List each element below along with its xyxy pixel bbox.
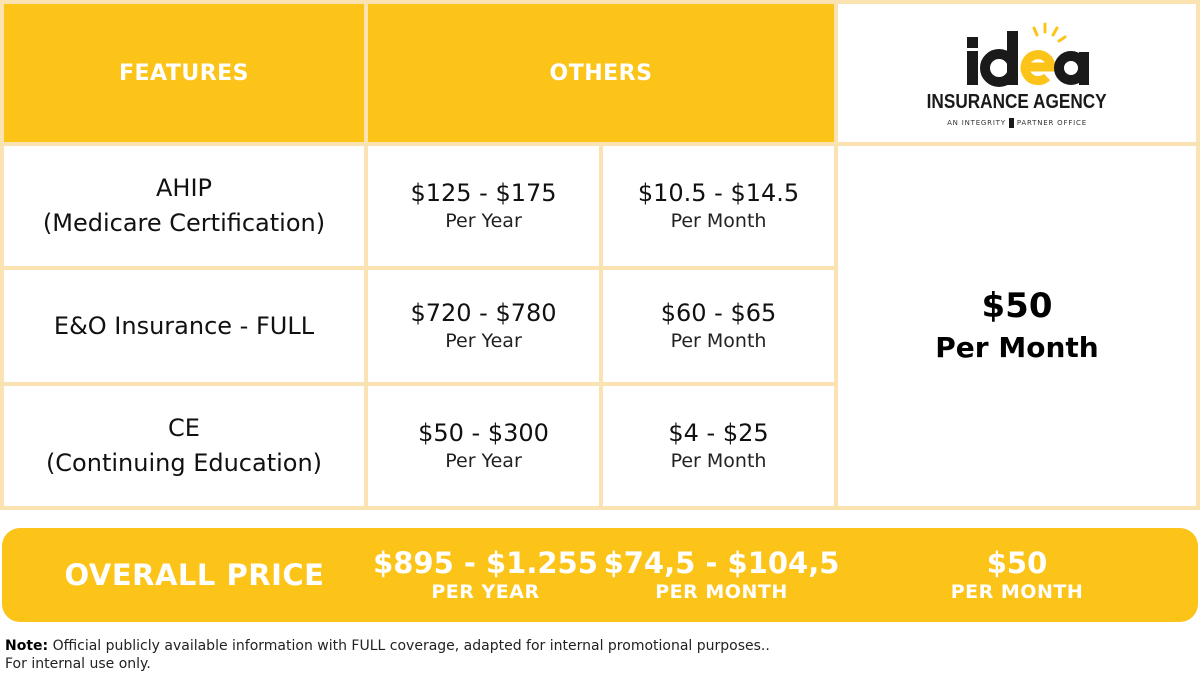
logo-tagline: AN INTEGRITY PARTNER OFFICE [947,117,1087,128]
monthly-price: $10.5 - $14.5 [637,179,800,207]
comparison-table: FEATURES OTHERS [0,0,1200,510]
footnote-line-2: For internal use only. [5,656,151,672]
yearly-price-cell-eo-insurance: $720 - $780 Per Year [368,270,599,382]
footnote-label: Note: [5,638,49,654]
feature-cell-eo-insurance: E&O Insurance - FULL [4,270,364,382]
overall-monthly-total: $74,5 - $104,5 PER MONTH [603,528,840,622]
yearly-price-cell-ahip: $125 - $175 Per Year [368,146,599,266]
logo-tagline-left: AN INTEGRITY [947,118,1006,127]
yearly-unit: Per Year [445,210,522,232]
idea-offer-price: $50 [981,286,1053,326]
monthly-price-cell-eo-insurance: $60 - $65 Per Month [603,270,834,382]
feature-title: CE [168,414,200,442]
feature-subtitle: (Medicare Certification) [42,209,326,237]
monthly-unit: Per Month [670,450,767,472]
overall-yearly-total: $895 - $1.255 PER YEAR [370,528,601,622]
logo-tagline-right: PARTNER OFFICE [1016,118,1087,127]
footnote: Note: Official publicly available inform… [5,637,1005,673]
feature-title: AHIP [155,174,212,202]
yearly-price: $125 - $175 [410,179,557,207]
yearly-price: $720 - $780 [410,299,557,327]
logo-cell: INSURANCE AGENCY AN INTEGRITY PARTNER OF… [838,4,1196,142]
idea-offer-cell: $50 Per Month [838,146,1196,506]
logo-agency-name: INSURANCE AGENCY [927,90,1107,113]
others-header-label: OTHERS [549,60,653,86]
others-header-cell: OTHERS [368,4,834,142]
yearly-price-cell-ce: $50 - $300 Per Year [368,386,599,506]
monthly-price-cell-ce: $4 - $25 Per Month [603,386,834,506]
yearly-unit: Per Year [445,330,522,352]
feature-title: E&O Insurance - FULL [53,311,315,340]
idea-offer-unit: Per Month [935,331,1099,364]
monthly-unit: Per Month [670,330,767,352]
overall-yearly-unit: PER YEAR [431,581,540,603]
feature-cell-ahip: AHIP (Medicare Certification) [4,146,364,266]
overall-price-label: OVERALL PRICE [64,558,325,592]
feature-cell-ce: CE (Continuing Education) [4,386,364,506]
yearly-unit: Per Year [445,450,522,472]
monthly-price: $60 - $65 [660,299,777,327]
overall-idea-total: $50 PER MONTH [838,528,1196,622]
yearly-price: $50 - $300 [418,419,549,447]
overall-monthly-price: $74,5 - $104,5 [603,546,840,580]
overall-idea-price: $50 [986,546,1048,580]
monthly-price-cell-ahip: $10.5 - $14.5 Per Month [603,146,834,266]
integrity-mark-icon [1008,117,1014,128]
idea-wordmark-icon [967,22,1089,87]
features-header-cell: FEATURES [4,4,364,142]
features-header-label: FEATURES [118,60,250,86]
overall-price-bar: OVERALL PRICE $895 - $1.255 PER YEAR $74… [2,528,1198,622]
overall-yearly-price: $895 - $1.255 [373,546,598,580]
overall-monthly-unit: PER MONTH [655,581,788,603]
footnote-text: Official publicly available information … [48,638,770,654]
footnote-line-1: Note: Official publicly available inform… [5,637,1005,655]
idea-insurance-agency-logo: INSURANCE AGENCY AN INTEGRITY PARTNER OF… [912,19,1121,128]
monthly-price: $4 - $25 [668,419,769,447]
overall-idea-unit: PER MONTH [950,581,1084,603]
feature-subtitle: (Continuing Education) [45,449,323,477]
monthly-unit: Per Month [670,210,767,232]
